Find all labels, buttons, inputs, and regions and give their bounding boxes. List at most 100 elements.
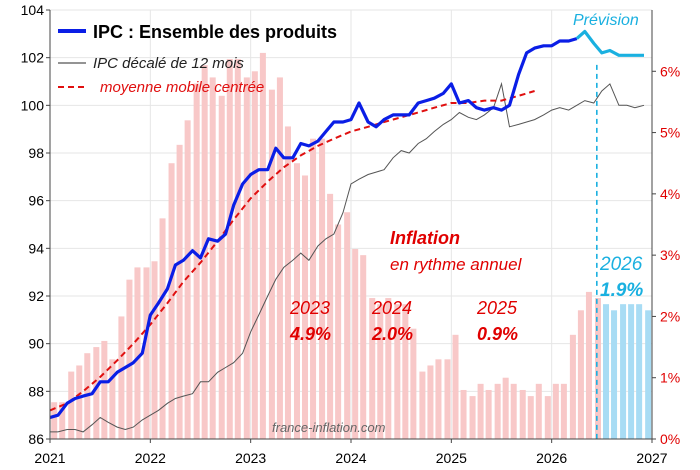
- inflation-bar: [293, 163, 300, 439]
- inflation-bar: [352, 249, 359, 439]
- inflation-bar: [59, 402, 66, 439]
- rate-2023-label: 4.9%: [289, 324, 331, 344]
- inflation-bar: [394, 304, 401, 439]
- inflation-bar: [251, 71, 258, 440]
- year-2026-label: 2026: [599, 254, 643, 275]
- inflation-title: Inflation: [390, 228, 460, 248]
- year-2024-label: 2024: [371, 298, 412, 318]
- y-left-tick-label: 104: [21, 2, 45, 18]
- inflation-bar: [109, 359, 116, 439]
- inflation-bars: [51, 52, 652, 440]
- inflation-bar: [51, 402, 58, 439]
- inflation-bar: [444, 359, 451, 439]
- rate-2024-label: 2.0%: [371, 324, 413, 344]
- y-right-tick-label: 0%: [660, 431, 680, 447]
- y-right-tick-label: 4%: [660, 186, 680, 202]
- inflation-bar: [460, 389, 467, 439]
- y-left-tick-label: 94: [28, 240, 44, 256]
- inflation-bar: [435, 359, 442, 439]
- rate-2026-label: 1.9%: [600, 280, 643, 301]
- inflation-bar: [611, 310, 618, 439]
- inflation-bar: [402, 304, 409, 439]
- legend-ipc-label: IPC : Ensemble des produits: [93, 22, 337, 42]
- moving-average-line: [49, 90, 535, 412]
- inflation-bar: [577, 310, 584, 439]
- lagged-ipc-line: [50, 81, 645, 433]
- y-right-tick-label: 3%: [660, 247, 680, 263]
- inflation-bar: [560, 383, 567, 439]
- inflation-bar: [234, 59, 241, 440]
- x-tick-label: 2021: [34, 450, 65, 466]
- y-left-tick-label: 92: [28, 288, 44, 304]
- inflation-bar: [377, 304, 384, 439]
- x-tick-label: 2024: [335, 450, 366, 466]
- inflation-bar: [569, 334, 576, 439]
- inflation-bar: [93, 347, 100, 439]
- y-left-tick-label: 90: [28, 336, 44, 352]
- y-left-tick-label: 102: [21, 50, 45, 66]
- ipc-forecast-line: [575, 29, 644, 57]
- x-tick-label: 2023: [235, 450, 266, 466]
- y-right-tick-label: 2%: [660, 308, 680, 324]
- ipc-line: [49, 37, 578, 420]
- inflation-bar: [419, 371, 426, 439]
- inflation-bar: [369, 298, 376, 439]
- inflation-bar: [327, 193, 334, 439]
- inflation-bar: [469, 396, 476, 439]
- inflation-bar: [168, 163, 175, 439]
- legend-lagged-label: IPC décalé de 12 mois: [93, 55, 244, 72]
- inflation-bar: [452, 334, 459, 439]
- inflation-bar: [544, 396, 551, 439]
- inflation-bar: [276, 77, 283, 440]
- x-tick-label: 2026: [536, 450, 567, 466]
- inflation-bar: [594, 298, 601, 439]
- inflation-bar: [477, 383, 484, 439]
- inflation-bar: [151, 261, 158, 439]
- y-left-tick-label: 86: [28, 431, 44, 447]
- inflation-bar: [284, 126, 291, 439]
- inflation-bar: [118, 316, 125, 439]
- inflation-bar: [268, 89, 275, 440]
- inflation-bar: [585, 291, 592, 439]
- y-right-tick-label: 6%: [660, 63, 680, 79]
- inflation-bar: [68, 371, 75, 439]
- x-tick-label: 2025: [436, 450, 467, 466]
- inflation-subtitle: en rythme annuel: [390, 255, 523, 274]
- year-2025-label: 2025: [476, 298, 518, 318]
- inflation-bar: [410, 328, 417, 439]
- inflation-bar: [302, 175, 309, 439]
- inflation-bar: [519, 389, 526, 439]
- inflation-bar: [535, 383, 542, 439]
- inflation-bar: [636, 304, 643, 439]
- inflation-bar: [126, 279, 133, 439]
- inflation-bar: [218, 95, 225, 440]
- inflation-bar: [310, 138, 317, 439]
- prevision-label: Prévision: [573, 12, 639, 29]
- y-left-tick-label: 98: [28, 145, 44, 161]
- inflation-bar: [259, 52, 266, 440]
- inflation-bar: [134, 267, 141, 439]
- inflation-bar: [76, 365, 83, 439]
- inflation-bar: [201, 65, 208, 440]
- year-2023-label: 2023: [289, 298, 330, 318]
- inflation-bar: [319, 138, 326, 439]
- inflation-bar: [243, 77, 250, 440]
- inflation-bar: [360, 255, 367, 439]
- inflation-bar: [502, 377, 509, 439]
- legend: IPC : Ensemble des produits IPC décalé d…: [58, 22, 337, 96]
- inflation-bar: [193, 83, 200, 440]
- axes: 86 88 90 92 94 96 98 100 102 104 0% 1% 2% 3% 4% 5% 6% 202…: [21, 2, 681, 466]
- inflation-bar: [645, 310, 652, 439]
- inflation-bar: [143, 267, 150, 439]
- x-tick-label: 2027: [636, 450, 667, 466]
- source-label: france-inflation.com: [272, 420, 386, 435]
- inflation-bar: [344, 212, 351, 439]
- inflation-bar: [485, 389, 492, 439]
- inflation-bar: [603, 304, 610, 439]
- y-left-tick-label: 96: [28, 193, 44, 209]
- annotations: Prévision Inflation en rythme annuel 202…: [272, 12, 643, 435]
- inflation-bar: [628, 304, 635, 439]
- inflation-bar: [385, 298, 392, 439]
- series-lines: [49, 29, 645, 433]
- inflation-bar: [176, 144, 183, 440]
